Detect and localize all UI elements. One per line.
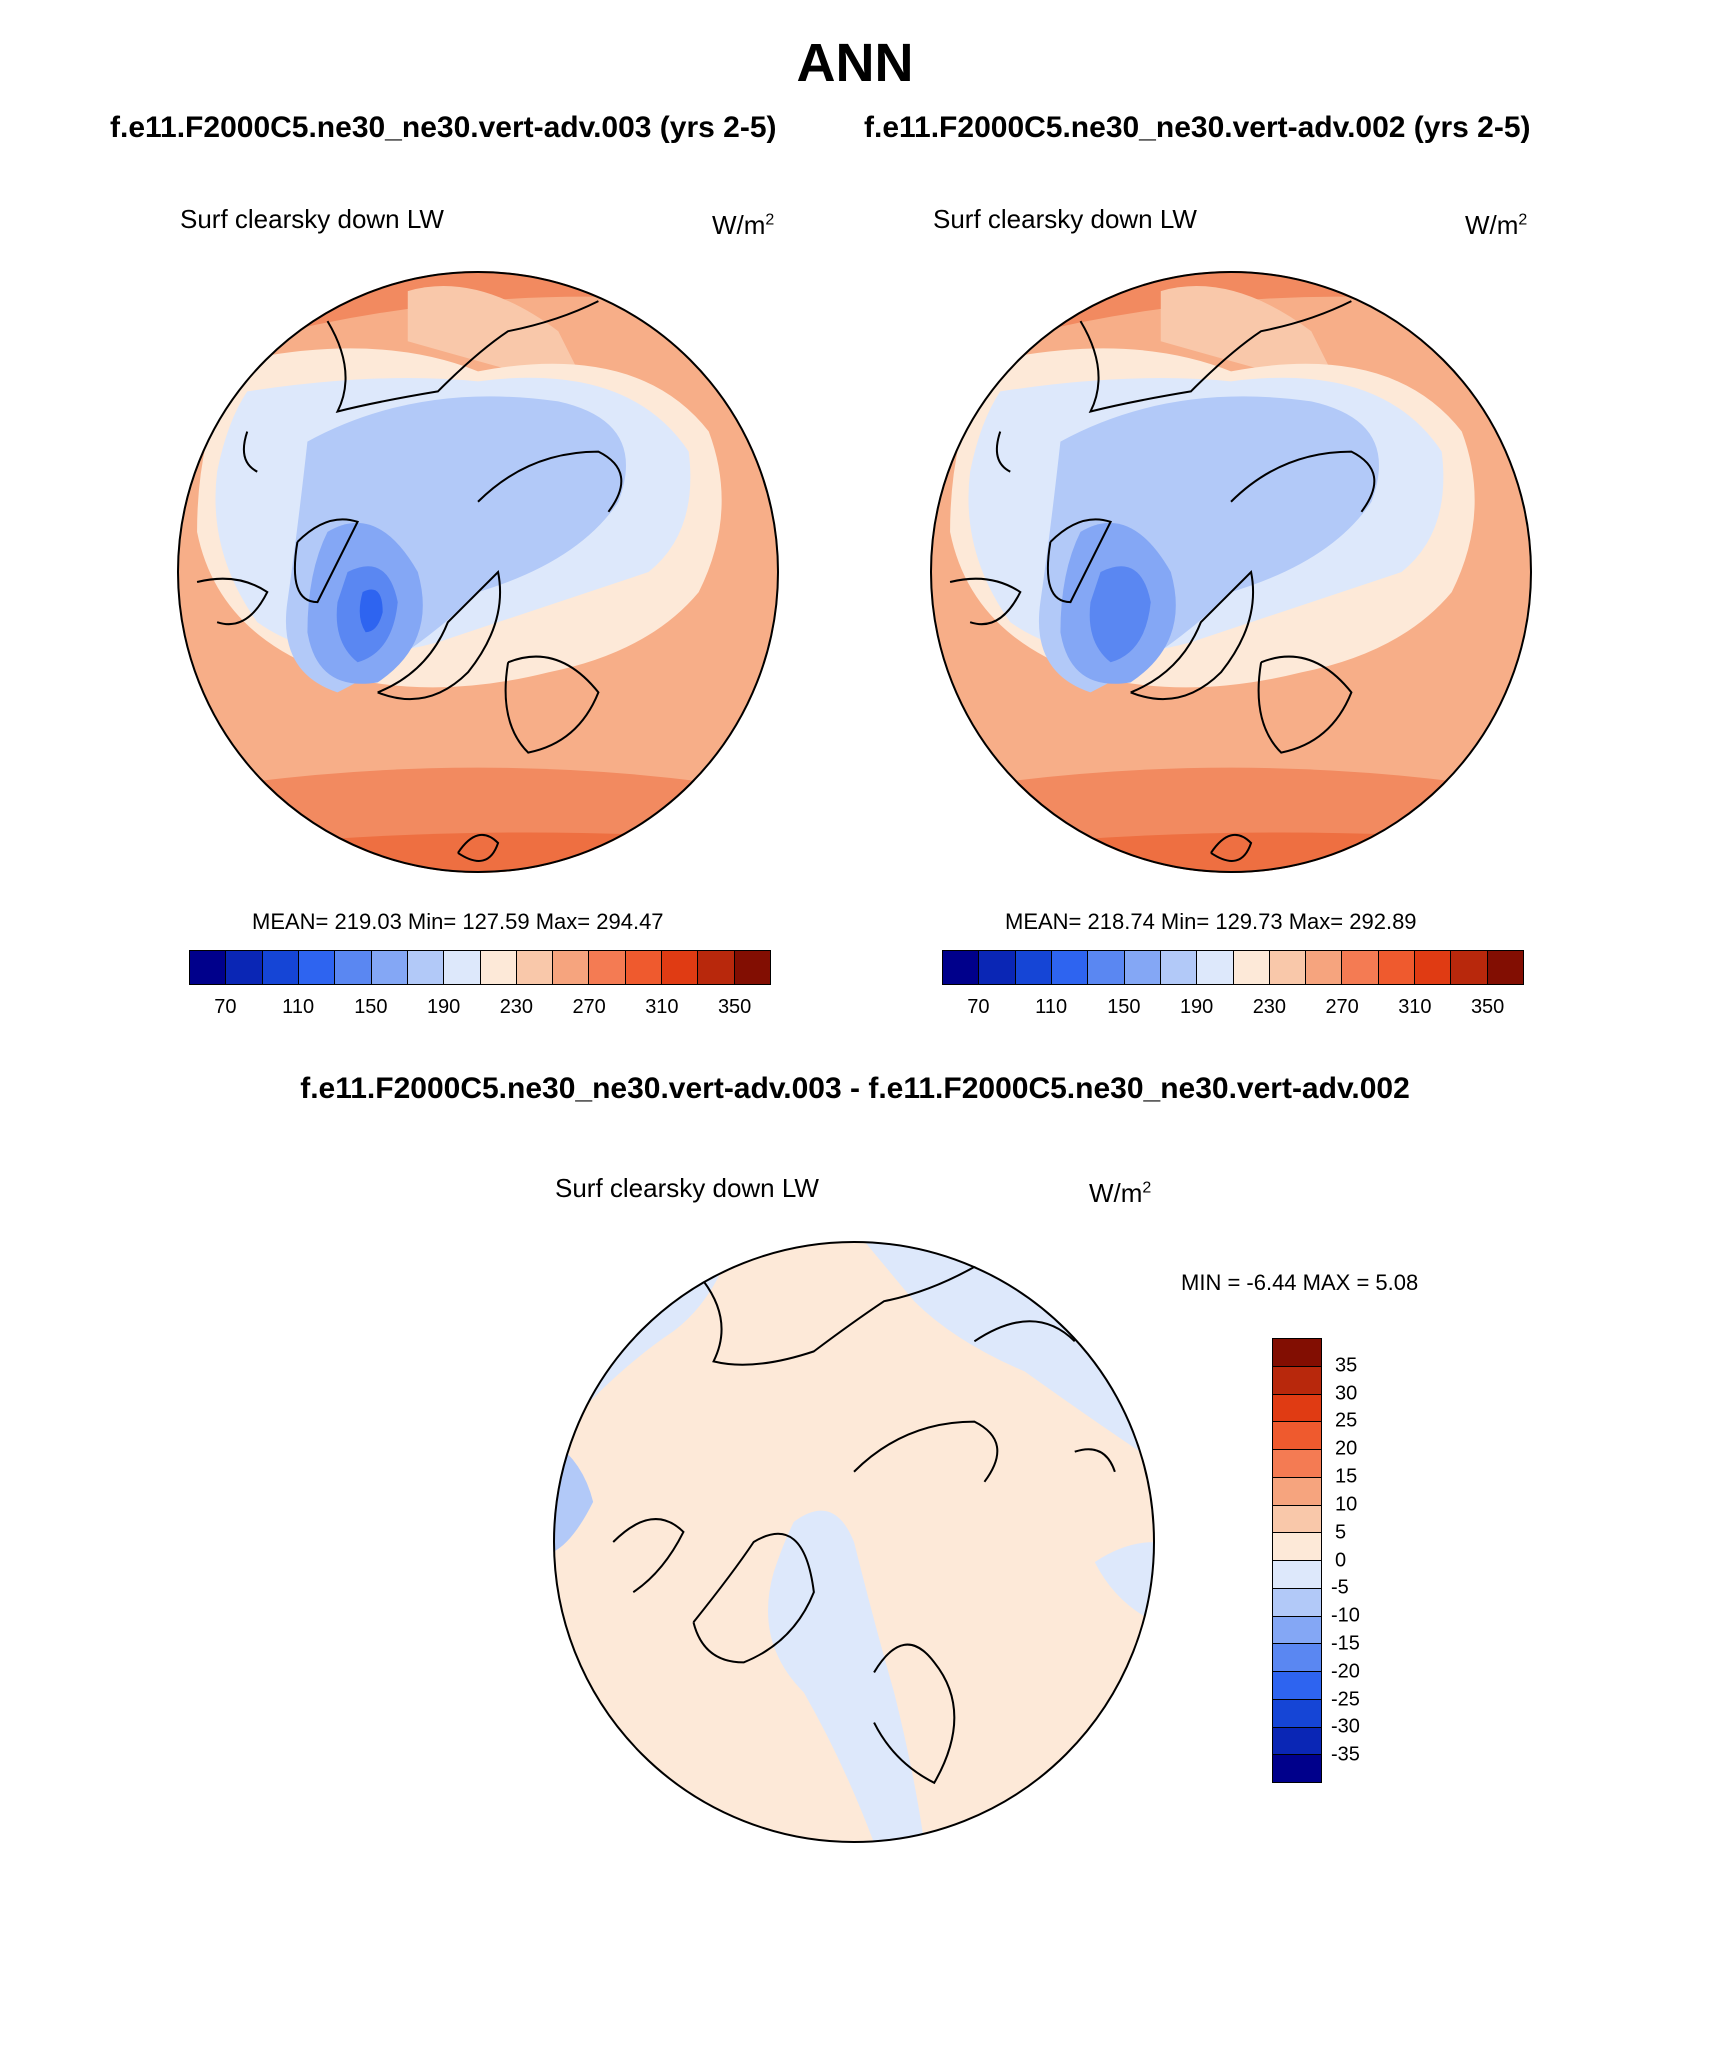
colorbar-swatch — [226, 951, 263, 984]
figure-title: ANN — [796, 33, 914, 93]
colorbar-tick-label: 25 — [1335, 1409, 1358, 1432]
colorbar-tick-label: 350 — [717, 996, 752, 1018]
colorbar-tick-label: 150 — [1107, 996, 1141, 1018]
left-colorbar — [189, 950, 771, 985]
colorbar-swatch — [1273, 1450, 1321, 1478]
colorbar-tick-label: -20 — [1331, 1660, 1360, 1683]
colorbar-tick-label: 310 — [645, 996, 679, 1018]
colorbar-swatch — [407, 951, 445, 984]
colorbar-swatch — [516, 951, 554, 984]
colorbar-swatch — [1269, 951, 1307, 984]
colorbar-tick-label: 230 — [1252, 996, 1287, 1018]
left-polar-map — [177, 271, 779, 873]
colorbar-swatch — [662, 951, 699, 984]
colorbar-swatch — [1160, 951, 1198, 984]
right-stats: MEAN= 218.74 Min= 129.73 Max= 292.89 — [1005, 909, 1417, 934]
case-title-left: f.e11.F2000C5.ne30_ne30.vert-adv.003 (yr… — [110, 111, 777, 144]
colorbar-tick-label: 190 — [426, 996, 461, 1018]
colorbar-swatch — [1273, 1727, 1321, 1756]
colorbar-swatch — [1451, 951, 1488, 984]
colorbar-tick-label: 0 — [1335, 1549, 1347, 1571]
colorbar-tick-label: 270 — [1325, 996, 1359, 1018]
colorbar-tick-label: 70 — [967, 996, 990, 1018]
colorbar-tick-label: 5 — [1335, 1521, 1347, 1544]
left-stats: MEAN= 219.03 Min= 127.59 Max= 294.47 — [252, 909, 664, 934]
colorbar-swatch — [1273, 1394, 1321, 1423]
right-variable-label: Surf clearsky down LW — [933, 204, 1197, 234]
colorbar-swatch — [1273, 1422, 1321, 1450]
colorbar-swatch — [1273, 1339, 1321, 1367]
colorbar-swatch — [1233, 951, 1270, 984]
colorbar-swatch — [1015, 951, 1052, 984]
colorbar-tick-label: -25 — [1331, 1688, 1360, 1711]
colorbar-tick-label: -5 — [1331, 1576, 1349, 1599]
colorbar-tick-label: -30 — [1331, 1715, 1360, 1738]
difference-title: f.e11.F2000C5.ne30_ne30.vert-adv.003 - f… — [300, 1072, 1410, 1105]
right-units-label: W/m2 — [1465, 210, 1528, 240]
colorbar-tick-label: -15 — [1331, 1632, 1360, 1655]
colorbar-tick-label: 190 — [1179, 996, 1214, 1018]
colorbar-swatch — [1273, 1699, 1321, 1728]
colorbar-swatch — [1051, 951, 1089, 984]
colorbar-swatch — [1088, 951, 1125, 984]
colorbar-swatch — [1306, 951, 1343, 984]
colorbar-tick-label: 270 — [572, 996, 606, 1018]
right-colorbar — [942, 950, 1524, 985]
colorbar-swatch — [1273, 1561, 1321, 1589]
diff-units-label: W/m2 — [1089, 1178, 1152, 1208]
left-variable-label: Surf clearsky down LW — [180, 204, 444, 234]
colorbar-tick-label: 310 — [1398, 996, 1432, 1018]
colorbar-swatch — [979, 951, 1016, 984]
colorbar-swatch — [625, 951, 663, 984]
colorbar-tick-label: 110 — [282, 996, 315, 1018]
diff-variable-label: Surf clearsky down LW — [555, 1173, 819, 1203]
colorbar-tick-label: 30 — [1335, 1382, 1358, 1405]
colorbar-swatch — [1273, 1616, 1321, 1645]
colorbar-swatch — [1273, 1366, 1321, 1395]
colorbar-tick-label: -35 — [1331, 1743, 1360, 1766]
colorbar-swatch — [1273, 1644, 1321, 1672]
colorbar-swatch — [1273, 1755, 1321, 1782]
colorbar-swatch — [371, 951, 408, 984]
colorbar-tick-label: 15 — [1335, 1465, 1358, 1488]
colorbar-swatch — [480, 951, 517, 984]
colorbar-swatch — [734, 951, 770, 984]
colorbar-swatch — [1273, 1588, 1321, 1617]
colorbar-tick-label: 230 — [499, 996, 534, 1018]
colorbar-swatch — [943, 951, 980, 984]
colorbar-tick-label: -10 — [1331, 1604, 1360, 1627]
colorbar-tick-label: 35 — [1335, 1354, 1358, 1377]
difference-polar-map — [553, 1241, 1155, 1843]
colorbar-swatch — [553, 951, 590, 984]
colorbar-swatch — [1273, 1672, 1321, 1700]
colorbar-tick-label: 150 — [354, 996, 388, 1018]
colorbar-swatch — [444, 951, 481, 984]
colorbar-swatch — [1197, 951, 1234, 984]
colorbar-tick-label: 110 — [1035, 996, 1068, 1018]
colorbar-swatch — [190, 951, 227, 984]
colorbar-tick-label: 350 — [1470, 996, 1505, 1018]
colorbar-swatch — [1273, 1533, 1321, 1561]
colorbar-tick-label: 20 — [1335, 1437, 1358, 1460]
colorbar-swatch — [698, 951, 735, 984]
diff-stats: MIN = -6.44 MAX = 5.08 — [1181, 1270, 1419, 1295]
colorbar-swatch — [262, 951, 299, 984]
colorbar-swatch — [335, 951, 372, 984]
colorbar-swatch — [1487, 951, 1523, 984]
colorbar-swatch — [589, 951, 626, 984]
left-units-label: W/m2 — [712, 210, 775, 240]
colorbar-swatch — [1378, 951, 1416, 984]
colorbar-swatch — [1273, 1505, 1321, 1534]
colorbar-swatch — [298, 951, 336, 984]
colorbar-swatch — [1415, 951, 1452, 984]
right-polar-map — [930, 271, 1532, 873]
colorbar-swatch — [1124, 951, 1161, 984]
diff-colorbar — [1272, 1338, 1322, 1783]
colorbar-swatch — [1342, 951, 1379, 984]
colorbar-tick-label: 10 — [1335, 1493, 1358, 1516]
colorbar-tick-label: 70 — [214, 996, 237, 1018]
case-title-right: f.e11.F2000C5.ne30_ne30.vert-adv.002 (yr… — [864, 111, 1531, 144]
colorbar-swatch — [1273, 1477, 1321, 1506]
